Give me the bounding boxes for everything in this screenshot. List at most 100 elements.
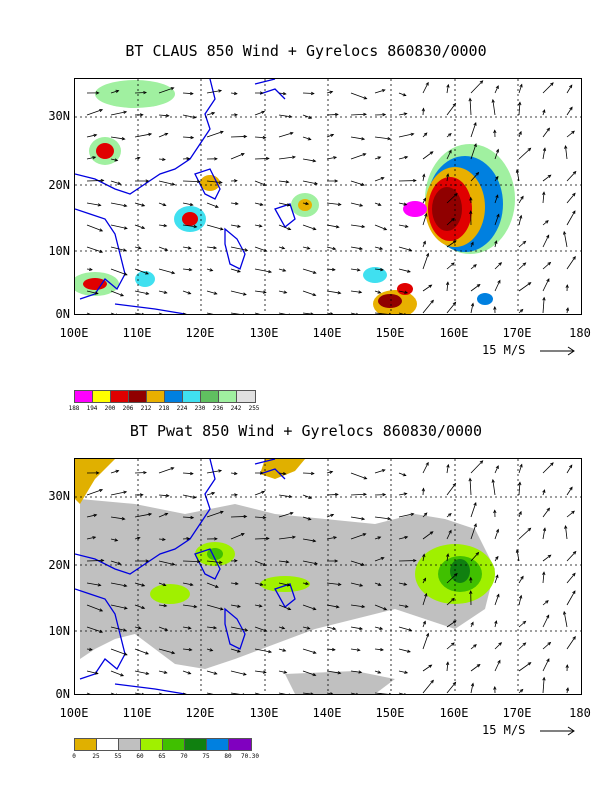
wind-arrow (374, 290, 381, 294)
wind-arrow (398, 472, 406, 476)
wind-arrow (374, 469, 385, 474)
wind-arrow-head (451, 597, 455, 602)
wind-arrow (326, 156, 337, 160)
panel2-lon-120e: 120E (185, 706, 215, 720)
wind-arrow-head (425, 632, 430, 637)
wind-arrow-head (263, 628, 268, 632)
wind-arrow (206, 268, 213, 272)
panel1-legend-label: 218 (158, 405, 170, 412)
wind-arrow-head (571, 510, 575, 515)
wind-arrow-head (356, 268, 361, 272)
wind-arrow-head (164, 512, 169, 516)
wind-arrow-head (312, 227, 317, 231)
wind-arrow (494, 280, 501, 292)
wind-arrow (86, 202, 101, 206)
wind-arrow (134, 268, 149, 275)
wind-arrow (254, 604, 262, 607)
wind-arrow (470, 502, 477, 518)
panel1-lon-110e: 110E (122, 326, 152, 340)
wind-arrow-head (446, 463, 450, 468)
wind-arrow (86, 536, 96, 540)
wind-arrow (278, 604, 291, 610)
wind-arrow (398, 113, 407, 116)
wind-arrow-head (550, 462, 554, 466)
wind-arrow (182, 604, 197, 608)
wind-arrow-head (424, 592, 428, 597)
wind-arrow (158, 268, 175, 274)
wind-arrow (398, 626, 412, 631)
wind-arrow-head (268, 649, 272, 654)
wind-arrow (518, 595, 522, 606)
wind-arrow-head (547, 641, 552, 646)
wind-arrow-head (123, 226, 128, 230)
wind-arrow-head (333, 156, 338, 160)
wind-arrow-head (234, 201, 239, 206)
wind-arrow (134, 246, 141, 249)
wind-arrow-head (519, 308, 524, 313)
wind-arrow-head (572, 210, 576, 215)
panel1-lon-170e: 170E (502, 326, 532, 340)
wind-arrow-head (377, 290, 382, 294)
panel2-legend-label: 80 (224, 753, 232, 760)
wind-arrow-head (361, 604, 366, 609)
wind-arrow-head (542, 191, 546, 196)
wind-arrow-head (421, 107, 425, 112)
wind-arrow (446, 662, 449, 672)
wind-arrow (134, 312, 143, 314)
wind-arrow-head (452, 102, 457, 107)
wind-arrow (422, 554, 425, 562)
panel2-legend-label: 0 (72, 753, 76, 760)
wind-arrow-head (121, 517, 126, 521)
wind-arrow-head (363, 112, 367, 117)
wind-arrow (302, 114, 312, 119)
wind-arrow (230, 472, 237, 475)
wind-arrow-head (215, 204, 219, 208)
wind-arrow (86, 109, 103, 116)
wind-arrow (158, 202, 166, 206)
wind-arrow (446, 573, 458, 584)
wind-arrow-head (93, 513, 98, 517)
wind-arrow-head (380, 177, 385, 181)
wind-arrow-head (314, 181, 319, 185)
wind-arrow (182, 224, 197, 228)
wind-arrow-head (422, 197, 427, 202)
wind-arrow-head (215, 584, 219, 588)
wind-arrow-head (141, 692, 145, 694)
wind-arrow (254, 626, 267, 632)
wind-arrow (350, 246, 363, 250)
wind-arrow-head (310, 91, 315, 96)
wind-arrow (302, 180, 318, 185)
wind-arrow-head (495, 574, 499, 579)
wind-arrow-head (542, 676, 546, 681)
wind-arrow (278, 180, 289, 183)
wind-arrow-head (92, 156, 97, 160)
wind-arrow (230, 246, 248, 251)
panel1-legend-swatch-6 (164, 390, 184, 403)
wind-arrow (254, 648, 272, 653)
wind-arrow-head (569, 464, 573, 469)
wind-arrow (542, 128, 550, 138)
wind-arrow (302, 648, 316, 654)
wind-arrow (278, 472, 286, 475)
wind-arrow-head (403, 202, 408, 206)
wind-arrow-head (335, 112, 339, 117)
wind-arrow-head (495, 85, 499, 89)
wind-arrow-head (359, 583, 364, 587)
panel2-legend-label: 25 (92, 753, 100, 760)
wind-arrow-head (359, 626, 364, 631)
wind-arrow (278, 224, 291, 230)
panel2-legend-label: 65 (158, 753, 166, 760)
wind-arrow-head (475, 171, 480, 176)
wind-arrow-head (377, 582, 382, 586)
wind-arrow (206, 202, 219, 208)
wind-arrow-head (423, 512, 428, 517)
wind-arrow-head (423, 132, 428, 137)
wind-arrow-head (240, 153, 245, 157)
wind-arrow-head (94, 671, 99, 675)
panel2-lon-170e: 170E (502, 706, 532, 720)
wind-arrow-head (283, 670, 288, 674)
wind-arrow-head (213, 671, 218, 675)
wind-arrow-head (262, 515, 267, 520)
wind-arrow-head (312, 270, 317, 274)
panel1-legend-swatch-9 (218, 390, 238, 403)
